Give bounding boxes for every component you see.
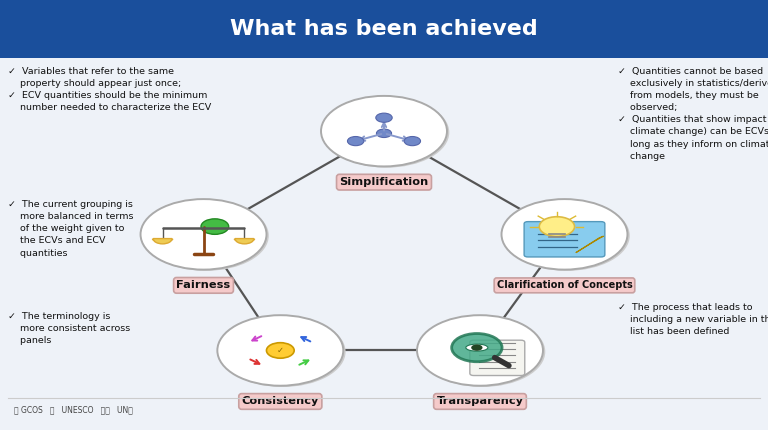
Circle shape bbox=[404, 136, 421, 146]
Circle shape bbox=[472, 344, 482, 351]
Circle shape bbox=[452, 334, 502, 362]
FancyBboxPatch shape bbox=[0, 0, 768, 58]
Circle shape bbox=[201, 219, 229, 234]
Text: ✓: ✓ bbox=[276, 346, 284, 355]
Text: Consistency: Consistency bbox=[242, 396, 319, 406]
Circle shape bbox=[266, 343, 294, 358]
Text: Simplification: Simplification bbox=[339, 177, 429, 187]
Text: Fairness: Fairness bbox=[177, 280, 230, 290]
Circle shape bbox=[417, 315, 543, 386]
Circle shape bbox=[141, 199, 266, 270]
Wedge shape bbox=[235, 239, 254, 244]
Text: ✓  Variables that refer to the same
    property should appear just once;
✓  ECV: ✓ Variables that refer to the same prope… bbox=[8, 67, 211, 112]
FancyBboxPatch shape bbox=[524, 221, 605, 257]
Circle shape bbox=[376, 129, 392, 138]
Text: ✓  Quantities cannot be based
    exclusively in statistics/derived
    from mod: ✓ Quantities cannot be based exclusively… bbox=[618, 67, 768, 161]
Polygon shape bbox=[576, 236, 604, 253]
Text: ✓  The terminology is
    more consistent across
    panels: ✓ The terminology is more consistent acr… bbox=[8, 312, 130, 345]
Text: What has been achieved: What has been achieved bbox=[230, 19, 538, 39]
FancyBboxPatch shape bbox=[470, 340, 525, 375]
Text: ⓘ GCOS   ⓘ   UNESCO   ⓘⓘ   UNⓘ: ⓘ GCOS ⓘ UNESCO ⓘⓘ UNⓘ bbox=[14, 405, 133, 414]
Text: Clarification of Concepts: Clarification of Concepts bbox=[497, 280, 632, 290]
Circle shape bbox=[220, 316, 346, 387]
Circle shape bbox=[504, 200, 630, 271]
Circle shape bbox=[217, 315, 343, 386]
Ellipse shape bbox=[466, 344, 488, 351]
Circle shape bbox=[376, 113, 392, 122]
Circle shape bbox=[419, 316, 545, 387]
Circle shape bbox=[323, 97, 449, 168]
Text: Transparency: Transparency bbox=[436, 396, 524, 406]
Text: ✓  The process that leads to
    including a new variable in the
    list has be: ✓ The process that leads to including a … bbox=[618, 303, 768, 336]
Circle shape bbox=[143, 200, 269, 271]
Circle shape bbox=[502, 199, 627, 270]
Circle shape bbox=[347, 136, 364, 146]
Circle shape bbox=[539, 217, 574, 237]
Text: ✓  The current grouping is
    more balanced in terms
    of the weight given to: ✓ The current grouping is more balanced … bbox=[8, 200, 133, 258]
Circle shape bbox=[321, 96, 447, 166]
Wedge shape bbox=[153, 239, 172, 244]
